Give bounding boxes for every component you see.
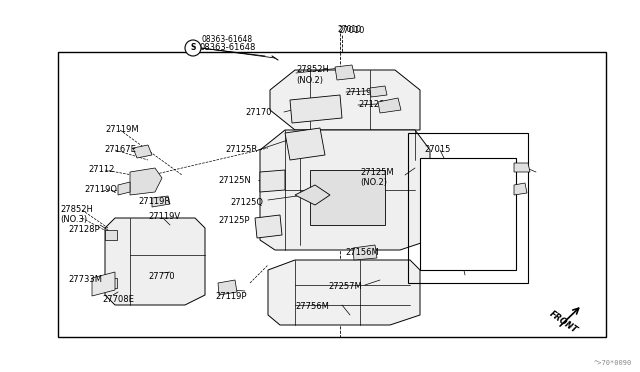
Text: 27117: 27117	[463, 222, 490, 231]
Text: 27708E: 27708E	[102, 295, 134, 304]
Text: 27119N: 27119N	[345, 88, 378, 97]
Polygon shape	[92, 272, 115, 296]
Text: 27119R: 27119R	[138, 197, 170, 206]
Text: 27010: 27010	[338, 25, 362, 34]
Polygon shape	[290, 95, 342, 123]
Text: 27112: 27112	[88, 165, 115, 174]
Bar	[310, 170, 385, 225]
Text: 27119Q: 27119Q	[84, 185, 117, 194]
Text: 27115: 27115	[435, 245, 461, 254]
Polygon shape	[285, 128, 325, 160]
Text: 27119P: 27119P	[215, 292, 246, 301]
Polygon shape	[514, 183, 527, 195]
Polygon shape	[270, 70, 420, 130]
Text: (NO.2): (NO.2)	[360, 178, 387, 187]
Text: 08363-61648: 08363-61648	[201, 35, 252, 44]
Text: 27852H: 27852H	[296, 65, 329, 74]
Text: 27733M: 27733M	[68, 275, 102, 284]
Text: 27119V: 27119V	[148, 212, 180, 221]
Text: ^>70*0090: ^>70*0090	[594, 360, 632, 366]
Text: 27257M: 27257M	[328, 282, 362, 291]
Bar	[420, 158, 516, 270]
Text: S: S	[190, 44, 196, 52]
Polygon shape	[152, 196, 170, 207]
Bar	[105, 278, 117, 288]
Text: 27010J: 27010J	[488, 172, 517, 181]
Text: 27852H: 27852H	[60, 205, 93, 214]
Text: 27015: 27015	[424, 145, 451, 154]
Text: 27128M: 27128M	[358, 100, 392, 109]
Text: (NO.2): (NO.2)	[296, 76, 323, 85]
Text: 27125R: 27125R	[225, 145, 257, 154]
Polygon shape	[514, 163, 530, 172]
Polygon shape	[133, 145, 152, 158]
Polygon shape	[118, 182, 130, 195]
Text: 27125M: 27125M	[360, 168, 394, 177]
Text: (NO.3): (NO.3)	[60, 215, 87, 224]
Bar	[408, 133, 528, 283]
Polygon shape	[353, 245, 377, 260]
Text: 27119M: 27119M	[105, 125, 139, 134]
Polygon shape	[378, 98, 401, 113]
Polygon shape	[130, 168, 162, 195]
Text: 27125Q: 27125Q	[230, 198, 263, 207]
Polygon shape	[260, 130, 430, 250]
Polygon shape	[255, 215, 282, 238]
Text: FRONT: FRONT	[548, 309, 579, 335]
Text: 27770: 27770	[148, 272, 175, 281]
Text: 27156M: 27156M	[345, 248, 379, 257]
Bar	[58, 52, 606, 337]
Polygon shape	[268, 260, 420, 325]
Text: 27128P: 27128P	[68, 225, 100, 234]
Polygon shape	[295, 185, 330, 205]
Text: 08363-61648: 08363-61648	[200, 43, 257, 52]
Text: 27125P: 27125P	[218, 216, 250, 225]
Polygon shape	[218, 280, 237, 295]
Circle shape	[185, 40, 201, 56]
Text: 27170: 27170	[245, 108, 271, 117]
Polygon shape	[105, 218, 205, 305]
Polygon shape	[370, 86, 387, 97]
Text: 27010: 27010	[338, 26, 364, 35]
Text: 27125N: 27125N	[218, 176, 251, 185]
Polygon shape	[335, 65, 355, 80]
Text: 27167E: 27167E	[104, 145, 136, 154]
Text: 27756M: 27756M	[295, 302, 329, 311]
Bar	[105, 230, 117, 240]
Polygon shape	[260, 170, 285, 192]
